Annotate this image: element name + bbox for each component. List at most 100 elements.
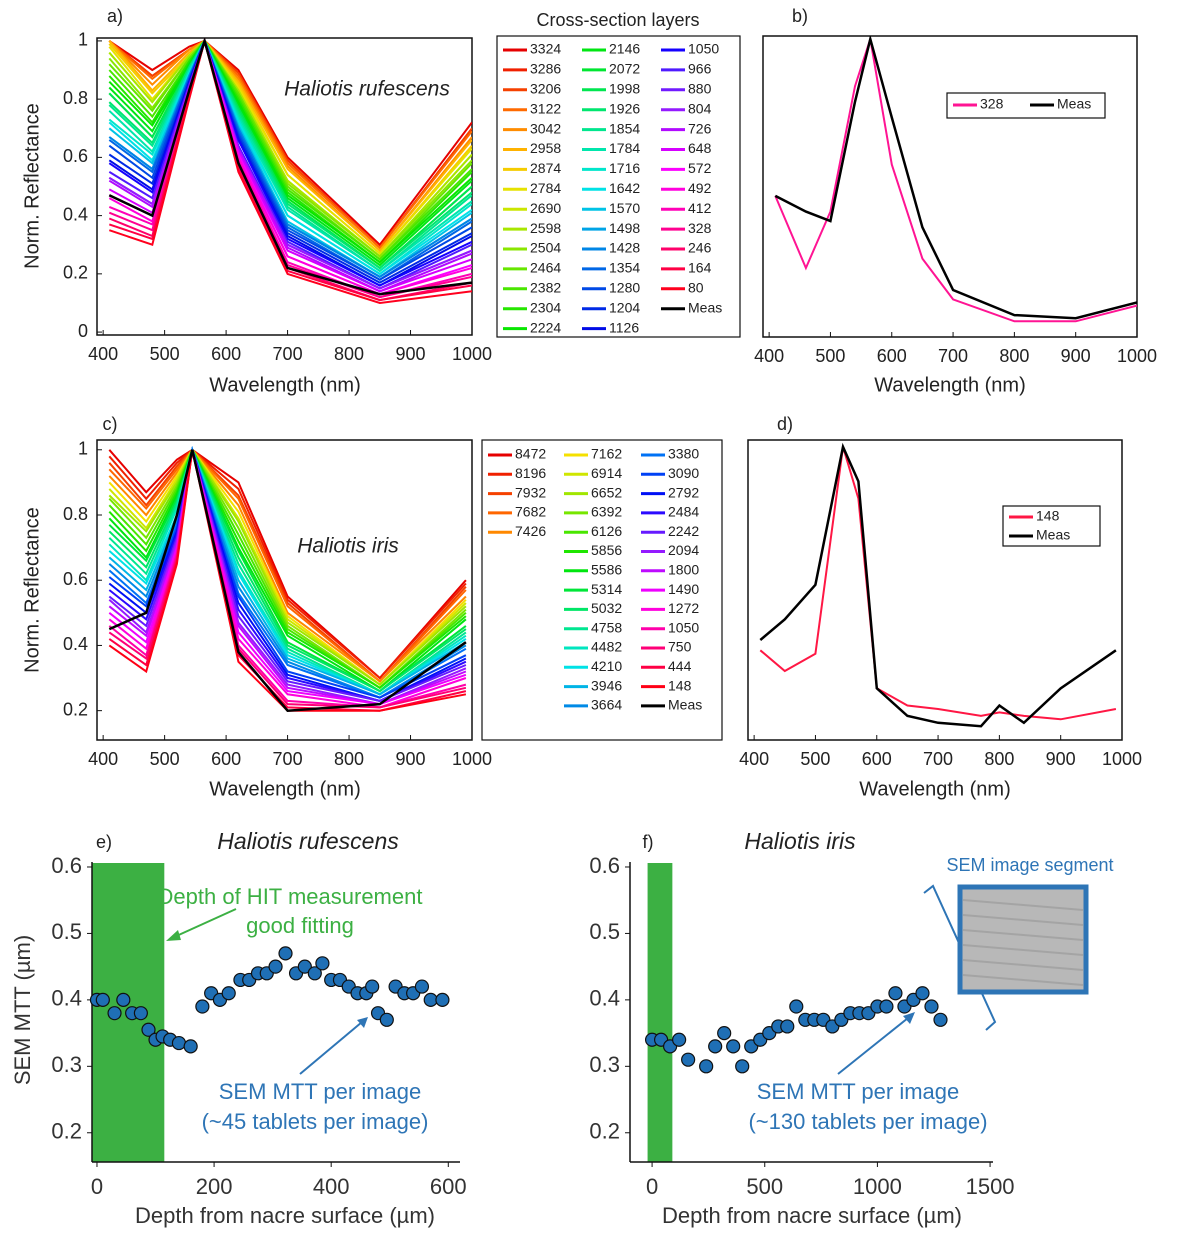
data-point bbox=[699, 1059, 714, 1074]
annotation: SEM MTT per image bbox=[219, 1079, 422, 1104]
legend-label: 2224 bbox=[530, 319, 561, 335]
legend-label: 1126 bbox=[609, 319, 639, 335]
legend-label: 328 bbox=[688, 220, 712, 236]
legend-label: 80 bbox=[688, 280, 704, 296]
legend-label: 2784 bbox=[530, 180, 561, 196]
legend-label: 2242 bbox=[668, 523, 699, 539]
y-tick-label: 0.8 bbox=[63, 88, 88, 108]
series-line bbox=[108, 448, 467, 680]
y-tick-label: 0.8 bbox=[63, 504, 88, 524]
legend-label: 3090 bbox=[668, 465, 699, 481]
y-tick-label: 0.3 bbox=[51, 1052, 82, 1077]
data-point bbox=[423, 992, 438, 1007]
x-axis-label: Depth from nacre surface (µm) bbox=[135, 1203, 435, 1228]
panel-label: a) bbox=[107, 6, 123, 26]
decorations bbox=[166, 884, 1089, 1075]
panel: 0 200 400 600 0.2 0.3 0.4 0.5 0.6 e) Haliotis rufe… bbox=[10, 828, 467, 1228]
legend-label: 726 bbox=[688, 120, 712, 136]
legend-label: 3042 bbox=[530, 120, 561, 136]
data-point bbox=[297, 959, 312, 974]
series-line bbox=[108, 449, 467, 712]
data-point bbox=[717, 1025, 732, 1041]
legend-label: 2690 bbox=[530, 200, 561, 216]
data-point bbox=[171, 1035, 187, 1051]
data-point bbox=[379, 1012, 394, 1027]
data-point bbox=[924, 999, 939, 1014]
data-point bbox=[789, 999, 804, 1014]
y-tick-label: 0.6 bbox=[63, 569, 88, 589]
legend-label: 1280 bbox=[609, 280, 640, 296]
legend-label: 4210 bbox=[591, 658, 622, 674]
y-tick-label: 0.6 bbox=[589, 853, 620, 878]
legend-label: 880 bbox=[688, 81, 712, 97]
legend-label: 3946 bbox=[591, 677, 622, 693]
data-point bbox=[435, 992, 450, 1007]
x-tick-label: 1000 bbox=[1102, 749, 1142, 769]
legend-label: 2304 bbox=[530, 299, 561, 315]
panel-label: c) bbox=[103, 414, 118, 434]
panel: 400 500 600 700 800 900 1000 d) Wavelength (nm) 1… bbox=[739, 414, 1142, 801]
panel-label: e) bbox=[96, 832, 112, 852]
legend-label: Meas bbox=[1036, 527, 1070, 543]
legend-label: 164 bbox=[688, 260, 712, 276]
y-tick-label: 0.2 bbox=[51, 1119, 82, 1144]
series-line bbox=[108, 39, 472, 247]
legend-label: 4482 bbox=[591, 639, 622, 655]
arrow-head bbox=[357, 1017, 368, 1028]
legend-label: 492 bbox=[688, 180, 712, 196]
legend-label: 1050 bbox=[688, 41, 719, 57]
series-line bbox=[774, 36, 1137, 320]
x-tick-label: 400 bbox=[313, 1174, 350, 1199]
panel: 400 500 600 700 800 900 1000 0 0.2 0.4 0.6 0.8 1 a) Ha… bbox=[21, 6, 741, 396]
legend-label: 1642 bbox=[609, 180, 640, 196]
y-tick-label: 0.4 bbox=[63, 634, 88, 654]
x-tick-label: 700 bbox=[923, 749, 953, 769]
legend-label: 1784 bbox=[609, 140, 640, 156]
y-tick-label: 0.2 bbox=[63, 263, 88, 283]
x-tick-label: 600 bbox=[877, 346, 907, 366]
legend-label: 2792 bbox=[668, 484, 699, 500]
legend-label: 5586 bbox=[591, 562, 622, 578]
data-point bbox=[365, 979, 380, 994]
y-tick-label: 0.6 bbox=[63, 146, 88, 166]
data-point bbox=[95, 992, 110, 1007]
legend-label: 328 bbox=[980, 96, 1004, 112]
data-point bbox=[307, 966, 322, 981]
annotation: (~45 tablets per image) bbox=[202, 1109, 429, 1134]
x-tick-label: 1000 bbox=[1117, 346, 1157, 366]
x-tick-label: 400 bbox=[88, 749, 118, 769]
y-tick-label: 0.6 bbox=[51, 853, 82, 878]
legend-label: 7426 bbox=[515, 523, 546, 539]
y-axis-label: Norm. Reflectance bbox=[21, 507, 43, 673]
y-tick-label: 0.3 bbox=[589, 1052, 620, 1077]
x-tick-label: 400 bbox=[739, 749, 769, 769]
data-point bbox=[681, 1052, 696, 1067]
legend-label: 7682 bbox=[515, 504, 546, 520]
arrow bbox=[837, 1017, 909, 1075]
x-tick-label: 900 bbox=[1061, 346, 1091, 366]
legend-label: 6652 bbox=[591, 484, 622, 500]
legend-label: 1272 bbox=[668, 600, 699, 616]
annotation: SEM image segment bbox=[946, 855, 1113, 875]
x-tick-label: 400 bbox=[88, 344, 118, 364]
legend-label: 1570 bbox=[609, 200, 640, 216]
annotation: Depth of HIT measurement bbox=[158, 884, 423, 909]
y-tick-label: 0.4 bbox=[63, 204, 88, 224]
x-tick-label: 700 bbox=[273, 344, 303, 364]
x-tick-label: 600 bbox=[862, 749, 892, 769]
x-tick-label: 400 bbox=[754, 346, 784, 366]
data-point bbox=[141, 1022, 156, 1037]
y-axis-label: SEM MTT (µm) bbox=[10, 935, 35, 1085]
x-tick-label: 600 bbox=[211, 344, 241, 364]
data-point bbox=[133, 1006, 148, 1021]
legend-label: 6392 bbox=[591, 504, 622, 520]
x-tick-label: 700 bbox=[273, 749, 303, 769]
legend-label: 2382 bbox=[530, 280, 561, 296]
legend-label: 1998 bbox=[609, 81, 640, 97]
data-point bbox=[195, 999, 210, 1014]
x-axis-label: Wavelength (nm) bbox=[209, 374, 361, 396]
legend-label: 3286 bbox=[530, 61, 561, 77]
legend-label: 6914 bbox=[591, 465, 622, 481]
y-tick-label: 0.5 bbox=[51, 919, 82, 944]
x-tick-label: 700 bbox=[938, 346, 968, 366]
